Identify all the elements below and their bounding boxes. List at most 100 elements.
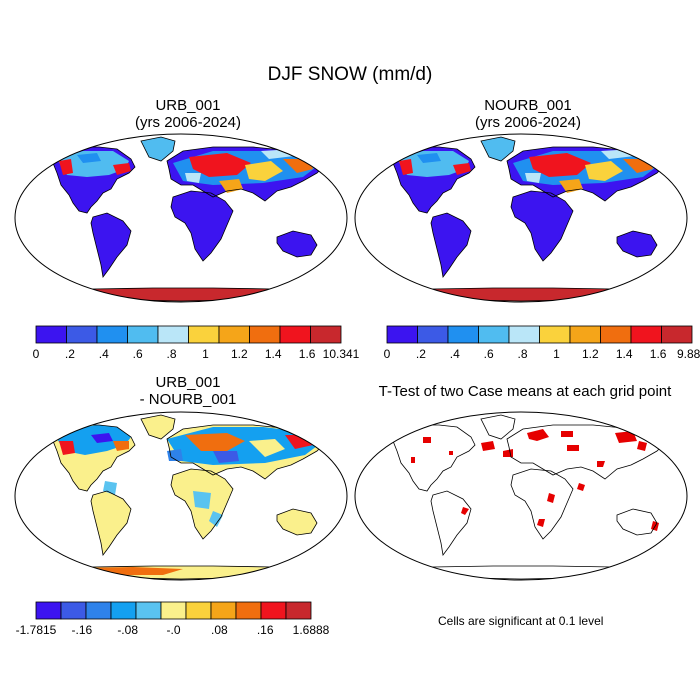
map-panel-4 — [354, 411, 688, 581]
coastline-northAmerica — [390, 146, 476, 214]
globe-outline-fill — [355, 412, 687, 580]
colorbar-label: -.0 — [166, 623, 180, 637]
colorbar-label: 1.2 — [231, 347, 248, 361]
colorbar-label: 0 — [384, 347, 391, 361]
coastline-africa — [170, 190, 234, 262]
colorbar-box — [417, 325, 449, 344]
significant-cell — [637, 441, 647, 451]
panel2-title-line2: (yrs 2006-2024) — [475, 114, 581, 131]
significant-cell — [567, 445, 579, 451]
panel1-title-line1: URB_001 — [155, 97, 221, 114]
difference-patch — [249, 439, 285, 457]
coastline-southAmerica — [90, 490, 132, 556]
colorbar-label: .8 — [518, 347, 528, 361]
difference-patch — [91, 433, 113, 443]
coastline-australia — [276, 508, 318, 536]
value-patch — [529, 153, 591, 177]
colorbar-label: 1.6 — [299, 347, 316, 361]
colorbar-box — [386, 325, 418, 344]
difference-patch — [113, 441, 129, 451]
panel1-title-line2: (yrs 2006-2024) — [135, 114, 241, 131]
colorbar-label: .4 — [450, 347, 460, 361]
colorbar-label: 1 — [202, 347, 209, 361]
colorbar-box — [235, 601, 262, 620]
colorbar-label: 1.6888 — [293, 623, 330, 637]
coastline-africa — [510, 190, 574, 262]
colorbar-box — [35, 601, 62, 620]
difference-patch — [213, 451, 239, 463]
colorbar-box — [210, 601, 237, 620]
difference-patch — [167, 449, 183, 461]
colorbar-box — [127, 325, 159, 344]
colorbar-box — [630, 325, 662, 344]
colorbar-label: .6 — [484, 347, 494, 361]
difference-patch — [185, 433, 245, 451]
significant-cell — [527, 429, 549, 441]
colorbar-box — [285, 601, 312, 620]
coastline-greenland — [480, 414, 516, 440]
value-patch — [59, 159, 73, 175]
globe-outline — [14, 133, 348, 303]
land-australia — [277, 231, 317, 257]
significant-cell — [423, 437, 431, 443]
colorbar-box — [85, 601, 112, 620]
coastline-southAmerica — [90, 212, 132, 278]
coastline-australia — [616, 508, 658, 536]
colorbar-box — [569, 325, 601, 344]
significant-cell — [537, 519, 545, 527]
colorbar-box — [157, 325, 189, 344]
coastline-greenland — [480, 136, 516, 162]
coastline-eurasia — [166, 146, 326, 202]
value-patch — [113, 163, 131, 175]
coastline-northAmerica — [50, 424, 136, 492]
panel2-title-line1: NOURB_001 — [484, 97, 572, 114]
colorbar-box — [508, 325, 540, 344]
value-patch — [481, 137, 515, 161]
value-patch — [77, 153, 101, 163]
colorbar-box — [478, 325, 510, 344]
colorbar-box — [66, 325, 98, 344]
value-patch — [189, 153, 251, 177]
colorbar-label: -.08 — [117, 623, 138, 637]
colorbar-label: 1.2 — [582, 347, 599, 361]
panel3-title-line1: URB_001 — [155, 374, 221, 391]
land-southAmerica — [431, 213, 471, 277]
land-southAmerica — [91, 491, 131, 555]
value-patch — [399, 159, 413, 175]
colorbar-label: .8 — [167, 347, 177, 361]
difference-patch — [193, 491, 211, 509]
value-patch — [453, 163, 471, 175]
colorbar-box — [135, 601, 162, 620]
colorbar-label: 0 — [33, 347, 40, 361]
colorbar-box — [260, 601, 287, 620]
significance-note: Cells are significant at 0.1 level — [438, 614, 604, 628]
colorbar-box — [249, 325, 281, 344]
colorbar-label: 1.4 — [616, 347, 633, 361]
colorbar-label: 10.341 — [323, 347, 360, 361]
significant-cell — [597, 461, 605, 467]
significant-cell — [561, 431, 573, 437]
panel4-title: T-Test of two Case means at each grid po… — [355, 383, 695, 400]
colorbar-box — [447, 325, 479, 344]
colorbar-3: -1.7815 -.16 -.08 -.0 .08 .16 1.6888 — [16, 601, 330, 637]
colorbar-label: .4 — [99, 347, 109, 361]
panel1-title: URB_001 (yrs 2006-2024) — [28, 97, 348, 131]
colorbar-label: .16 — [257, 623, 274, 637]
colorbar-box — [185, 601, 212, 620]
land-greenland — [141, 415, 175, 439]
value-patch — [525, 173, 541, 183]
value-patch — [585, 161, 623, 181]
difference-patch — [209, 511, 223, 527]
globe-outline — [354, 411, 688, 581]
colorbar-1: 0 .2 .4 .6 .8 1 1.2 1.4 1.6 10.341 — [33, 325, 360, 361]
colorbar-box — [600, 325, 632, 344]
significant-cell — [411, 457, 415, 463]
main-title: DJF SNOW (mm/d) — [267, 64, 433, 85]
coastline-africa — [170, 468, 234, 540]
value-patch — [397, 151, 469, 177]
colorbar-box — [661, 325, 693, 344]
coastline-northAmerica — [50, 146, 136, 214]
coastline-greenland — [140, 136, 176, 162]
panel3-title: URB_001 - NOURB_001 — [28, 374, 348, 408]
